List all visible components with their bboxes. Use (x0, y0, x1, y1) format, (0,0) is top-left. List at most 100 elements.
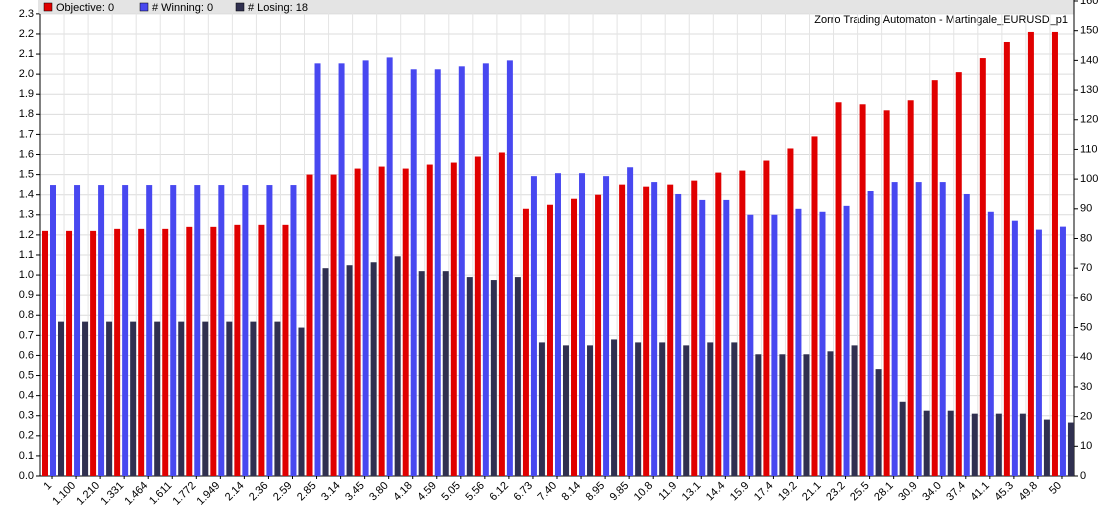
legend-swatch (139, 2, 149, 12)
bar (603, 176, 610, 476)
bar (154, 321, 161, 476)
bar (803, 354, 810, 476)
bar (955, 72, 962, 476)
bar (338, 63, 345, 476)
bar (378, 166, 385, 476)
bar (354, 168, 361, 476)
bar (699, 199, 706, 476)
bar (98, 185, 105, 476)
bar (915, 182, 922, 476)
bar (58, 321, 64, 476)
bar (370, 262, 377, 476)
y-tick-label: 2.0 (19, 68, 34, 80)
bar (402, 168, 409, 476)
bar (579, 173, 586, 476)
bar (554, 173, 561, 476)
y2-tick-label: 0 (1080, 470, 1086, 482)
bar (931, 80, 938, 477)
bar (418, 271, 425, 476)
bar (362, 60, 369, 476)
y-tick-label: 1.0 (19, 269, 34, 281)
y-tick-label: 0.0 (19, 470, 34, 482)
legend-swatch (235, 2, 245, 12)
bar (162, 228, 169, 476)
bar (394, 256, 401, 476)
y-tick-label: 0.3 (19, 410, 34, 422)
bar (755, 354, 762, 476)
y-tick-label: 1.9 (19, 88, 34, 100)
bar (274, 321, 281, 476)
bar (530, 176, 537, 476)
bar (210, 226, 217, 476)
bar (74, 185, 81, 476)
bar (651, 182, 658, 476)
legend-label: # Losing: 18 (248, 2, 308, 14)
bar (731, 342, 738, 476)
bar (987, 211, 994, 476)
bar (723, 199, 730, 476)
bar (867, 191, 874, 476)
y-tick-label: 1.2 (19, 229, 34, 241)
y-tick-label: 0.5 (19, 369, 34, 381)
bar (835, 102, 842, 476)
bar (747, 214, 754, 476)
bar (42, 230, 48, 476)
bar (707, 342, 714, 476)
bar (923, 410, 930, 476)
bar (875, 369, 882, 476)
y2-tick-label: 80 (1080, 232, 1092, 244)
bar (322, 268, 329, 476)
bar (106, 321, 113, 476)
bar (971, 413, 978, 476)
bar (587, 345, 594, 476)
bar (346, 265, 353, 476)
bar (883, 110, 890, 476)
bar (514, 277, 521, 476)
bar (619, 184, 626, 477)
bar (450, 162, 457, 476)
y2-tick-label: 110 (1080, 143, 1098, 155)
y-tick-label: 2.3 (19, 8, 34, 20)
y-tick-label: 1.4 (19, 189, 34, 201)
bar (218, 185, 225, 476)
bar (498, 152, 505, 476)
bar (426, 164, 433, 476)
bar (627, 167, 634, 476)
bar (939, 182, 946, 476)
bar (546, 204, 553, 476)
y-tick-label: 0.2 (19, 430, 34, 442)
bar (194, 185, 201, 476)
bar (827, 351, 834, 476)
y2-tick-label: 150 (1080, 25, 1098, 37)
bar (667, 184, 674, 477)
chart-title: Zorro Trading Automaton - Martingale_EUR… (814, 14, 1068, 26)
bar (290, 185, 297, 476)
bar (146, 185, 153, 476)
bar (66, 230, 73, 476)
bar (490, 280, 497, 476)
y2-tick-label: 50 (1080, 321, 1092, 333)
bar (442, 271, 449, 476)
bar (1043, 419, 1050, 476)
bar (1027, 31, 1034, 476)
bar (242, 185, 249, 476)
y2-tick-label: 20 (1080, 411, 1092, 423)
bar (170, 185, 177, 476)
bar (1059, 226, 1066, 476)
bar (787, 148, 794, 476)
bar (795, 208, 802, 476)
y-tick-label: 2.2 (19, 28, 34, 40)
bar (90, 230, 97, 476)
bar (771, 214, 778, 476)
bar (538, 342, 545, 476)
bar (763, 160, 770, 476)
bar (50, 185, 56, 476)
legend-label: # Winning: 0 (152, 2, 213, 14)
y-tick-label: 0.6 (19, 349, 34, 361)
y2-tick-label: 120 (1080, 114, 1098, 126)
bar (891, 182, 898, 476)
bar (330, 174, 337, 476)
y-tick-label: 0.4 (19, 390, 34, 402)
bar (843, 205, 850, 476)
bar (779, 354, 786, 476)
